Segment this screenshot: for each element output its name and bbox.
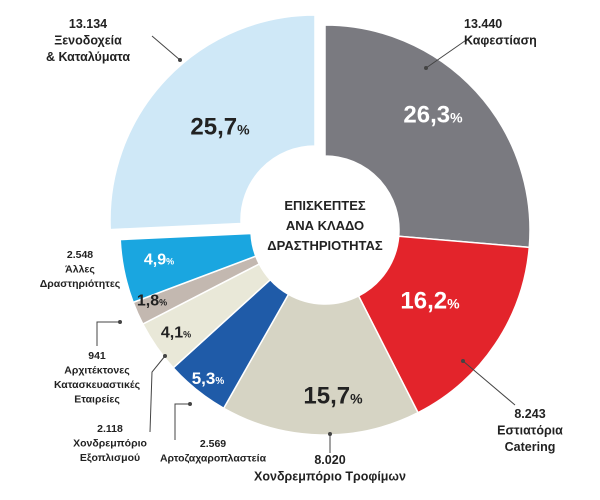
name-label-restaurants: Catering <box>505 440 556 454</box>
chart-title: ΕΠΙΣΚΕΠΤΕΣ ΑΝΑ ΚΛΑΔΟ ΔΡΑΣΤΗΡΙΟΤΗΤΑΣ <box>267 198 383 253</box>
leader-line-architects <box>96 321 120 346</box>
percent-label-food-wholesale: 15,7% <box>303 382 363 409</box>
name-label-cafe: Καφεστίαση <box>464 34 537 48</box>
leader-dot-architects <box>118 320 122 324</box>
leader-line-bakery <box>174 403 190 440</box>
name-label-food-wholesale: Χονδρεμπόριο Τροφίμων <box>254 470 406 484</box>
leader-lines <box>96 35 516 453</box>
percent-labels: 26,3% 16,2% 15,7% 5,3% 4,1% 1,8% 4,9% 25,7% <box>137 101 463 409</box>
name-label-other: Άλλες <box>65 264 95 276</box>
category-labels: 13.440 Καφεστίαση 8.243 Εστιατόρια Catering 8… <box>40 17 563 484</box>
percent-label-hotels: 25,7% <box>190 113 250 140</box>
name-label-architects: Αρχιτέκτονες <box>64 365 130 377</box>
leader-dot-cafe <box>424 66 428 70</box>
leader-dot-equipment-wholesale <box>163 354 167 358</box>
leader-dot-food-wholesale <box>328 432 332 436</box>
value-label-food-wholesale: 8.020 <box>314 453 345 467</box>
percent-label-equipment-wholesale: 4,1% <box>161 325 191 342</box>
percent-label-other: 4,9% <box>144 252 174 269</box>
title-line: ΔΡΑΣΤΗΡΙΟΤΗΤΑΣ <box>267 238 383 253</box>
name-label-hotels: & Καταλύματα <box>46 50 130 64</box>
name-label-hotels: Ξενοδοχεία <box>54 34 122 48</box>
slice-hotels <box>109 14 316 231</box>
value-label-bakery: 2.569 <box>200 438 226 450</box>
percent-label-restaurants: 16,2% <box>400 287 460 314</box>
leader-line-cafe <box>425 35 473 69</box>
name-label-other: Δραστηριότητες <box>40 278 121 290</box>
name-label-equipment-wholesale: Χονδρεμπόριο <box>73 438 147 450</box>
leader-line-equipment-wholesale <box>149 355 166 433</box>
leader-line-restaurants <box>462 360 516 406</box>
value-label-restaurants: 8.243 <box>514 407 545 421</box>
name-label-restaurants: Εστιατόρια <box>497 424 563 438</box>
name-label-architects: Εταιρείες <box>74 394 120 406</box>
leader-dot-hotels <box>178 58 182 62</box>
title-line: ΑΝΑ ΚΛΑΔΟ <box>286 218 364 233</box>
value-label-other: 2.548 <box>67 249 93 261</box>
percent-label-architects: 1,8% <box>137 293 167 310</box>
value-label-cafe: 13.440 <box>464 17 502 31</box>
name-label-architects: Κατασκευαστικές <box>54 379 141 391</box>
value-label-equipment-wholesale: 2.118 <box>97 423 123 435</box>
name-label-equipment-wholesale: Εξοπλισμού <box>80 452 140 464</box>
value-label-architects: 941 <box>88 350 106 362</box>
title-line: ΕΠΙΣΚΕΠΤΕΣ <box>284 198 366 213</box>
value-label-hotels: 13.134 <box>69 17 107 31</box>
donut-hole <box>251 156 399 304</box>
leader-dot-restaurants <box>461 359 465 363</box>
leader-line-hotels <box>151 35 181 61</box>
percent-label-bakery: 5,3% <box>192 369 225 388</box>
name-label-bakery: Αρτοζαχαροπλαστεία <box>160 453 267 465</box>
percent-label-cafe: 26,3% <box>403 101 463 128</box>
leader-dot-bakery <box>188 402 192 406</box>
